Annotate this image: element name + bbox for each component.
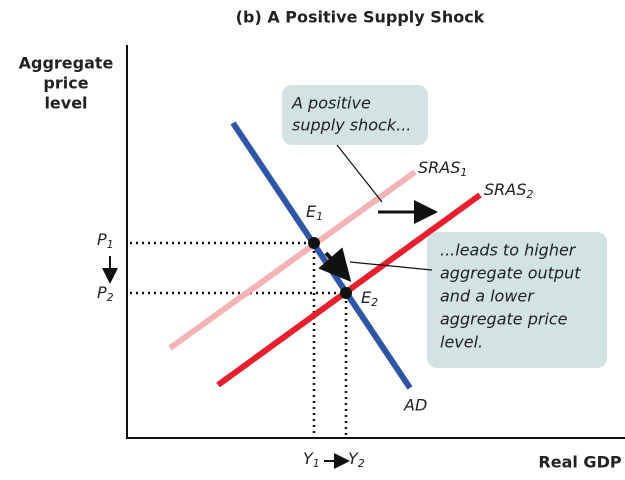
callout-box [427,232,607,368]
output-label: Y1 [303,449,320,471]
point-label: E1 [306,202,323,224]
callout-text: level. [440,333,483,352]
point-label: E2 [361,288,378,310]
x-axis-label: Real GDP [538,453,621,472]
callout-box [282,85,428,145]
y-axis-label: level [44,94,87,113]
price-label: P1 [97,230,114,252]
output-label: Y2 [348,449,365,471]
callout-text: A positive [291,94,371,113]
ad-curve [230,121,413,390]
callout-pointer [349,261,433,271]
callout-text: aggregate price [440,310,568,329]
shift-arrow [318,247,352,283]
callout-text: and a lower [440,287,535,306]
callout-text: supply shock... [292,116,411,135]
curve-label: SRAS1 [418,158,467,180]
point-e2 [340,287,352,299]
price-label: P2 [97,283,114,305]
curve-label: SRAS2 [484,180,533,202]
sras1-curve [168,169,417,351]
callout-text: aggregate output [440,264,581,283]
curve-label: AD [403,396,427,415]
point-e1 [308,237,320,249]
y-axis-label: price [43,74,88,93]
callout-pointer [336,144,383,203]
title: (b) A Positive Supply Shock [236,8,485,27]
callout-text: ...leads to higher [440,241,577,260]
y-axis-label: Aggregate [19,54,114,73]
